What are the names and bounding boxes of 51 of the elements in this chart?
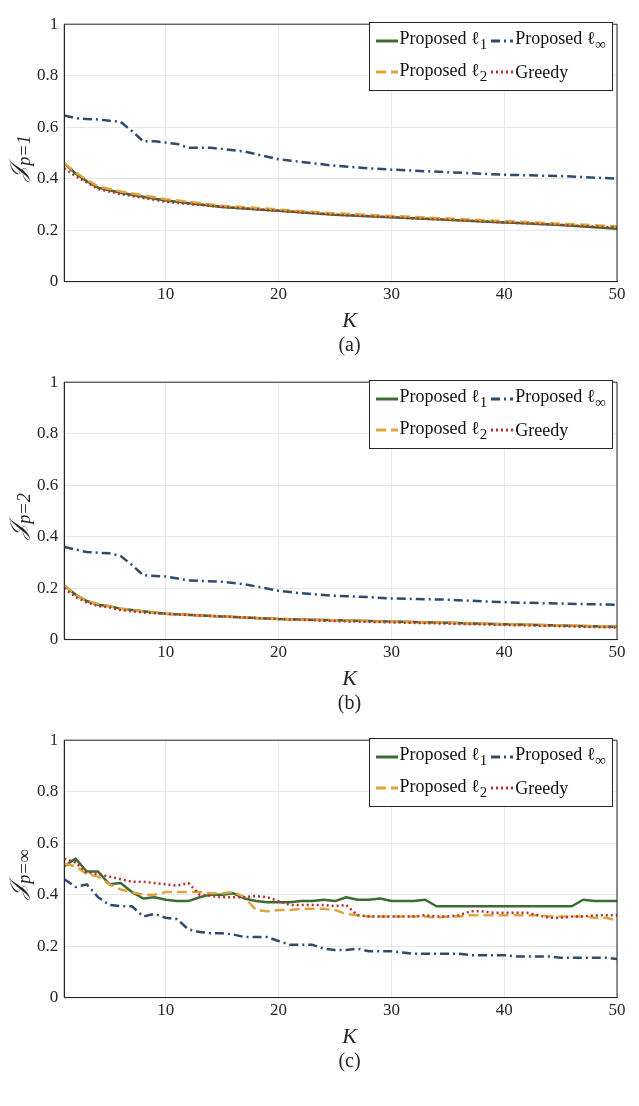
x-axis-title: K	[341, 665, 359, 690]
y-tick-label: 0.8	[37, 423, 59, 443]
x-tick-label: 40	[495, 1000, 513, 1020]
y-tick-label: 0.2	[37, 935, 59, 955]
y-tick-label: 0	[49, 987, 59, 1007]
text: (c)	[337, 1048, 362, 1072]
y-tick-label: 0.6	[37, 474, 59, 494]
y-tick-label: 0.2	[37, 219, 59, 239]
y-tick-label: 0.4	[37, 168, 59, 188]
legend-label: Proposed ℓ$_{1}$	[399, 27, 488, 54]
x-axis-title: K	[341, 1023, 359, 1048]
legend-label: Proposed ℓ$_{1}$	[399, 385, 488, 412]
y-tick-label: 1	[49, 13, 59, 33]
x-tick-label: 30	[382, 642, 400, 662]
x-tick-label: 50	[608, 284, 626, 304]
text: (b)	[336, 690, 363, 714]
x-tick-label: 10	[157, 1000, 175, 1020]
text: (a)	[337, 332, 362, 356]
y-tick-label: 1	[49, 729, 59, 749]
x-tick-label: 50	[608, 1000, 626, 1020]
legend-label: Proposed ℓ$_{2}$	[399, 416, 488, 444]
x-tick-label: 10	[157, 284, 175, 304]
y-tick-label: 0	[49, 629, 59, 649]
legend-label: Greedy	[515, 777, 569, 801]
legend-label: Proposed ℓ$_{∞}$	[515, 743, 606, 770]
legend-label: Greedy	[515, 61, 569, 85]
legend-label: Proposed ℓ$_{2}$	[399, 58, 488, 86]
x-tick-label: 40	[495, 284, 513, 304]
x-tick-label: 20	[270, 284, 288, 304]
x-axis-title: K	[341, 307, 359, 332]
legend-label: Greedy	[515, 419, 569, 443]
y-tick-label: 1	[49, 371, 59, 391]
legend-label: Proposed ℓ$_{1}$	[399, 743, 488, 770]
y-tick-label: 0.4	[37, 526, 59, 546]
legend-label: Proposed ℓ$_{2}$	[399, 774, 488, 802]
x-tick-label: 20	[270, 642, 288, 662]
y-tick-label: 0.4	[37, 884, 59, 904]
y-tick-label: 0.2	[37, 577, 59, 597]
y-tick-label: 0.8	[37, 65, 59, 85]
y-tick-label: 0.6	[37, 116, 59, 136]
legend-label: Proposed ℓ$_{∞}$	[515, 385, 606, 412]
y-tick-label: 0.6	[37, 832, 59, 852]
y-tick-label: 0.8	[37, 781, 59, 801]
x-tick-label: 50	[608, 642, 626, 662]
x-tick-label: 20	[270, 1000, 288, 1020]
x-tick-label: 30	[382, 284, 400, 304]
y-tick-label: 0	[49, 271, 59, 291]
legend-label: Proposed ℓ$_{∞}$	[515, 27, 606, 54]
x-tick-label: 30	[382, 1000, 400, 1020]
x-tick-label: 10	[157, 642, 175, 662]
x-tick-label: 40	[495, 642, 513, 662]
